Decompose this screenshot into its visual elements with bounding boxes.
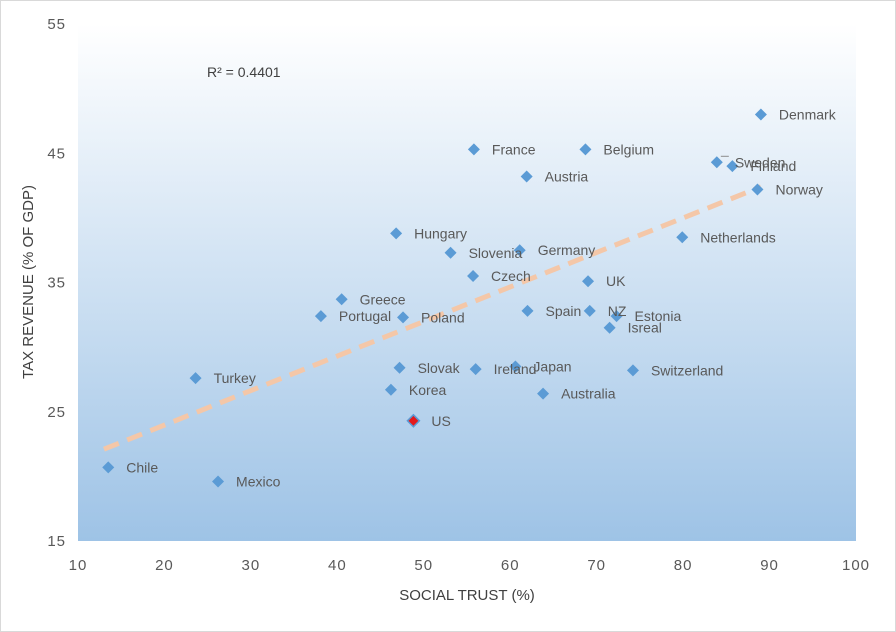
data-point-slovak — [393, 361, 406, 374]
point-label-slovenia: Slovenia — [469, 245, 523, 261]
x-tick-label: 50 — [414, 557, 433, 574]
point-label-hungary: Hungary — [414, 225, 467, 241]
y-tick-label: 35 — [47, 275, 66, 292]
data-point-greece — [335, 293, 348, 306]
x-axis-title: SOCIAL TRUST (%) — [399, 587, 535, 604]
point-label-finland: Finland — [750, 158, 796, 174]
y-axis-title: TAX REVENUE (% OF GDP) — [20, 185, 37, 379]
x-tick-label: 70 — [587, 557, 606, 574]
data-point-korea — [384, 383, 397, 396]
point-label-ireland: Ireland — [494, 361, 537, 377]
y-tick-label: 15 — [47, 533, 66, 550]
data-point-austria — [520, 170, 533, 183]
point-label-sweden: Sweden — [735, 154, 786, 170]
point-label-germany: Germany — [538, 242, 596, 258]
data-point-japan — [509, 360, 522, 373]
x-tick-label: 100 — [842, 557, 870, 574]
point-label-austria: Austria — [545, 169, 589, 185]
data-point-netherlands — [676, 231, 689, 244]
data-point-sweden — [710, 156, 723, 169]
data-point-ireland — [469, 363, 482, 376]
trendline — [103, 184, 762, 452]
data-point-portugal — [314, 310, 327, 323]
point-label-netherlands: Netherlands — [700, 229, 776, 245]
data-point-belgium — [579, 143, 592, 156]
point-label-nz: NZ — [608, 303, 627, 319]
x-axis-ticks: 10 20 30 40 50 60 70 80 90 100 — [69, 557, 870, 574]
point-label-spain: Spain — [546, 303, 582, 319]
data-point-czech — [467, 270, 480, 283]
y-axis-ticks: 15 25 35 45 55 — [47, 16, 66, 550]
r-squared-annotation: R² = 0.4401 — [207, 64, 281, 80]
point-label-switzerland: Switzerland — [651, 362, 723, 378]
y-tick-label: 55 — [47, 16, 66, 33]
x-tick-label: 80 — [674, 557, 693, 574]
data-point-finland — [726, 160, 739, 173]
data-point-spain — [521, 304, 534, 317]
point-label-korea: Korea — [409, 382, 447, 398]
point-label-czech: Czech — [491, 268, 531, 284]
point-label-norway: Norway — [775, 181, 822, 197]
x-tick-label: 90 — [760, 557, 779, 574]
data-point-mexico — [212, 475, 225, 488]
y-tick-label: 25 — [47, 404, 66, 421]
x-tick-label: 40 — [328, 557, 347, 574]
point-label-slovak: Slovak — [418, 360, 461, 376]
data-point-isreal — [603, 321, 616, 334]
data-point-nz — [583, 304, 596, 317]
point-label-uk: UK — [606, 273, 626, 289]
point-label-japan: Japan — [533, 359, 571, 375]
data-point-norway — [751, 183, 764, 196]
point-label-australia: Australia — [561, 386, 616, 402]
point-label-chile: Chile — [126, 459, 158, 475]
point-label-belgium: Belgium — [603, 141, 654, 157]
trendline-group — [103, 184, 762, 452]
data-point-turkey — [189, 372, 202, 385]
point-label-turkey: Turkey — [214, 370, 256, 386]
point-label-isreal: Isreal — [628, 320, 662, 336]
x-tick-label: 20 — [155, 557, 174, 574]
point-label-portugal: Portugal — [339, 308, 391, 324]
data-point-chile — [102, 461, 115, 474]
data-point-france — [467, 143, 480, 156]
data-point-poland — [397, 311, 410, 324]
data-points — [102, 108, 767, 488]
data-point-estonia — [610, 310, 623, 323]
data-point-slovenia — [444, 246, 457, 259]
point-label-estonia: Estonia — [635, 308, 682, 324]
point-label-denmark: Denmark — [779, 106, 837, 122]
data-point-germany — [513, 244, 526, 257]
data-point-australia — [537, 387, 550, 400]
point-label-mexico: Mexico — [236, 474, 281, 490]
point-label-greece: Greece — [360, 291, 406, 307]
x-tick-label: 60 — [501, 557, 520, 574]
data-point-switzerland — [626, 364, 639, 377]
point-label-poland: Poland — [421, 309, 465, 325]
data-point-us — [406, 413, 421, 428]
point-label-france: France — [492, 141, 536, 157]
y-tick-label: 45 — [47, 145, 66, 162]
x-tick-label: 10 — [69, 557, 88, 574]
x-tick-label: 30 — [242, 557, 261, 574]
plot-area — [78, 24, 856, 541]
data-point-uk — [582, 275, 595, 288]
data-point-hungary — [390, 227, 403, 240]
point-label-us: US — [431, 413, 450, 429]
data-point-denmark — [754, 108, 767, 121]
